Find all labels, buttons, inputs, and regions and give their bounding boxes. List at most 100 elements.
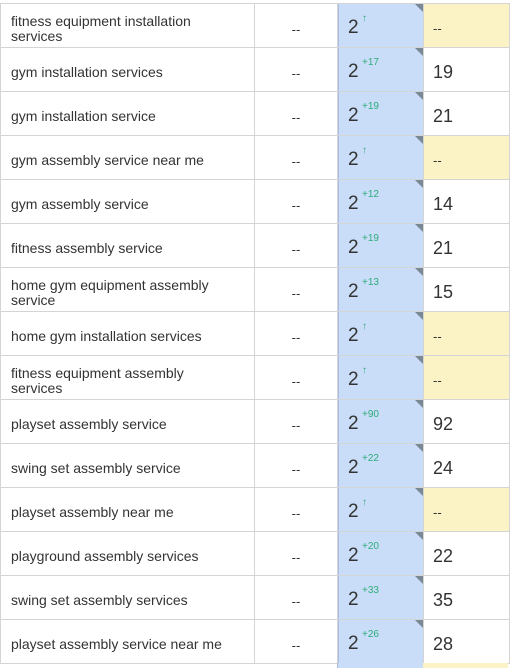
table-row[interactable]: gym installation service -- 2 +19 21 [1,92,509,136]
table-row[interactable]: gym installation services -- 2 +17 19 [1,48,509,92]
table-row[interactable]: swing set assembly service -- 2 +22 24 [1,444,509,488]
best-rank-cell: -- [424,356,509,399]
table-row[interactable]: swing set assembly services -- 2 +33 35 [1,576,509,620]
previous-rank-cell: -- [255,312,338,355]
rank-change-indicator: ↑ [362,145,367,156]
previous-rank-cell: -- [255,400,338,443]
keyword-cell[interactable]: playground assembly services [1,532,255,575]
previous-rank-cell: -- [255,268,338,311]
table-row[interactable]: fitness equipment installation services -… [1,3,509,48]
best-rank-cell: 22 [433,546,454,566]
table-row[interactable]: playground assembly services -- 2 +20 22 [1,532,509,576]
cell-corner-marker-icon [415,620,423,628]
cell-corner-marker-icon [415,224,423,232]
table-row[interactable]: fitness equipment assembly services -- 2 ↑ -… [1,356,509,400]
keyword-cell[interactable]: fitness equipment installation services [1,4,255,47]
current-rank-cell[interactable]: 2 +22 [338,444,424,487]
current-rank-value: 2 [348,149,359,170]
cell-corner-marker-icon [415,92,423,100]
keyword-text: fitness equipment installation services [11,12,191,44]
keyword-cell[interactable]: gym installation services [1,48,255,91]
best-rank-cell: 35 [433,590,454,610]
previous-rank-cell: -- [255,180,338,223]
keyword-cell[interactable]: home gym installation services [1,312,255,355]
current-rank-cell[interactable]: 2 +19 [338,224,424,267]
current-rank-cell[interactable]: 2 +90 [338,400,424,443]
best-rank-column-continuation [423,663,508,668]
cell-corner-marker-icon [415,356,423,364]
previous-rank-cell: -- [255,92,338,135]
keyword-cell[interactable]: fitness assembly service [1,224,255,267]
table-row[interactable]: playset assembly near me -- 2 ↑ -- [1,488,509,532]
rankings-table: fitness equipment installation services -… [0,3,510,664]
current-rank-cell[interactable]: 2 ↑ [338,488,424,531]
cell-corner-marker-icon [415,4,423,12]
previous-rank-cell: -- [255,532,338,575]
best-rank-cell: 14 [433,194,454,214]
rank-change-indicator: +12 [362,189,379,200]
cell-corner-marker-icon [415,576,423,584]
keyword-text: gym assembly service [11,196,149,212]
current-rank-value: 2 [348,61,359,82]
table-row[interactable]: fitness assembly service -- 2 +19 21 [1,224,509,268]
best-rank-cell: 15 [433,282,454,302]
table-row[interactable]: playset assembly service -- 2 +90 92 [1,400,509,444]
current-rank-value: 2 [348,545,359,566]
keyword-text: playset assembly service near me [11,636,222,652]
keyword-cell[interactable]: home gym equipment assembly service [1,268,255,311]
keyword-cell[interactable]: playset assembly service near me [1,620,255,663]
table-row[interactable]: playset assembly service near me -- 2 +26 28 [1,620,509,664]
keyword-cell[interactable]: playset assembly service [1,400,255,443]
keyword-cell[interactable]: swing set assembly services [1,576,255,619]
keyword-text: playset assembly service [11,416,167,432]
keyword-text: home gym installation services [11,328,202,344]
cell-corner-marker-icon [415,136,423,144]
current-rank-cell[interactable]: 2 ↑ [338,356,424,399]
keyword-text: swing set assembly service [11,460,181,476]
previous-rank-cell: -- [255,48,338,91]
current-rank-cell[interactable]: 2 ↑ [338,136,424,179]
cell-corner-marker-icon [415,48,423,56]
current-rank-cell[interactable]: 2 +19 [338,92,424,135]
rank-change-indicator: +22 [362,453,379,464]
cell-corner-marker-icon [415,532,423,540]
best-rank-cell: 21 [433,106,454,126]
rank-change-indicator: ↑ [362,497,367,508]
keyword-cell[interactable]: playset assembly near me [1,488,255,531]
rank-change-indicator: +19 [362,101,379,112]
keyword-cell[interactable]: swing set assembly service [1,444,255,487]
current-rank-cell[interactable]: 2 +26 [338,620,424,663]
keyword-text: home gym equipment assembly service [11,276,209,308]
current-rank-column-continuation [337,663,424,668]
rank-change-indicator: +19 [362,233,379,244]
cell-corner-marker-icon [415,268,423,276]
current-rank-cell[interactable]: 2 +17 [338,48,424,91]
best-rank-cell: 24 [433,458,454,478]
current-rank-cell[interactable]: 2 +12 [338,180,424,223]
previous-rank-cell: -- [255,224,338,267]
current-rank-cell[interactable]: 2 +20 [338,532,424,575]
table-row[interactable]: home gym installation services -- 2 ↑ -- [1,312,509,356]
current-rank-cell[interactable]: 2 +33 [338,576,424,619]
current-rank-cell[interactable]: 2 +13 [338,268,424,311]
keyword-cell[interactable]: gym installation service [1,92,255,135]
cell-corner-marker-icon [415,400,423,408]
keyword-cell[interactable]: fitness equipment assembly services [1,356,255,399]
best-rank-cell: -- [424,4,509,47]
current-rank-value: 2 [348,413,359,434]
rank-change-indicator: +20 [362,541,379,552]
table-row[interactable]: gym assembly service near me -- 2 ↑ -- [1,136,509,180]
table-row[interactable]: home gym equipment assembly service -- 2 +1… [1,268,509,312]
current-rank-value: 2 [348,457,359,478]
keyword-cell[interactable]: gym assembly service [1,180,255,223]
keyword-cell[interactable]: gym assembly service near me [1,136,255,179]
keyword-text: gym installation services [11,64,163,80]
keyword-text: playground assembly services [11,548,199,564]
current-rank-cell[interactable]: 2 ↑ [338,312,424,355]
table-row[interactable]: gym assembly service -- 2 +12 14 [1,180,509,224]
current-rank-value: 2 [348,369,359,390]
current-rank-value: 2 [348,281,359,302]
current-rank-cell[interactable]: 2 ↑ [338,4,424,47]
keyword-text: gym installation service [11,108,156,124]
rank-change-indicator: +13 [362,277,379,288]
